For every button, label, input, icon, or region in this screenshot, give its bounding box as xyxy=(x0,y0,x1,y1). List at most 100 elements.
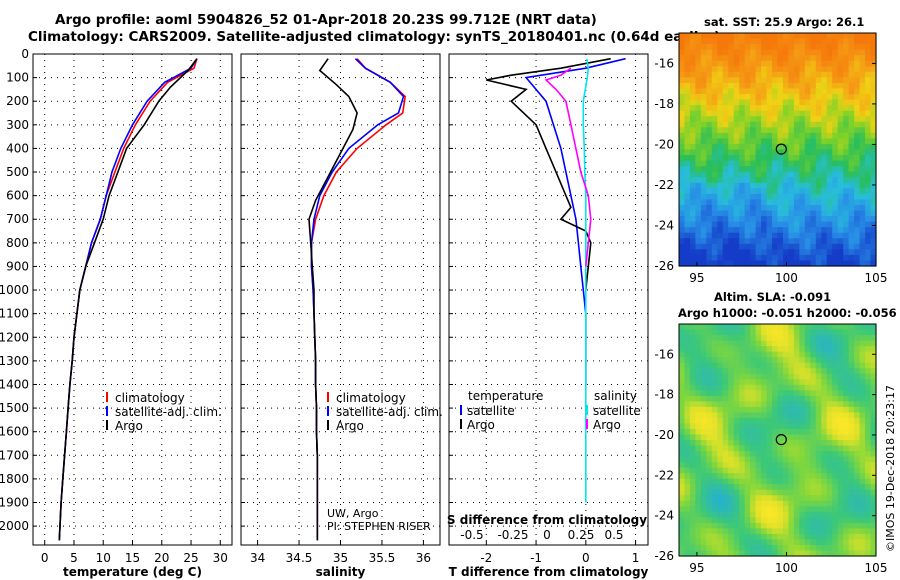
sst-map-xtick-label-1: 100 xyxy=(775,271,798,285)
sla-map-ytick-label-3: -22 xyxy=(654,468,674,482)
sla-map-ytick-label-1: -18 xyxy=(654,388,674,402)
salinity-xtick-label-2: 35 xyxy=(333,551,348,565)
salinity-legend-label-0: climatology xyxy=(336,391,406,405)
difference-xtick-label-0: -2 xyxy=(480,551,492,565)
depth-tick-label-10: 1000 xyxy=(0,283,29,297)
diff-s-axis-label: S difference from climatology xyxy=(447,513,647,527)
depth-tick-label-11: 1100 xyxy=(0,307,29,321)
temperature-series-0 xyxy=(58,58,198,541)
depth-tick-label-3: 300 xyxy=(6,118,29,132)
salinity-annotation-0: UW, Argo xyxy=(327,507,379,520)
sst-map-field xyxy=(679,33,877,267)
temperature-xlabel: temperature (deg C) xyxy=(63,565,202,579)
difference-xtick-label-1: -1 xyxy=(530,551,542,565)
salinity-series-1 xyxy=(310,58,405,541)
sst-map-ytick-label-0: -16 xyxy=(654,56,674,70)
temperature-xtick-label-5: 25 xyxy=(183,551,198,565)
diff-s-tick-label-0: -0.5 xyxy=(460,528,483,542)
diff-s-tick-label-3: 0.25 xyxy=(568,528,595,542)
sst-map-ytick-label-5: -26 xyxy=(654,259,674,273)
temperature-xtick-label-4: 20 xyxy=(154,551,169,565)
depth-tick-label-6: 600 xyxy=(6,189,29,203)
temperature-xtick-label-3: 15 xyxy=(125,551,140,565)
temperature-legend-label-0: climatology xyxy=(115,391,185,405)
diff-s-tick-label-2: 0 xyxy=(543,528,551,542)
sst-map-xtick-label-2: 105 xyxy=(865,271,888,285)
sst-map-ytick-label-2: -20 xyxy=(654,137,674,151)
sst-map-ytick-label-4: -24 xyxy=(654,218,674,232)
sla-map-ytick-label-4: -24 xyxy=(654,509,674,523)
temperature-series-1 xyxy=(58,58,198,541)
diff-legend-label-1: Argo xyxy=(467,418,495,432)
diff-legend-header-salinity: salinity xyxy=(594,389,637,403)
temperature-xtick-label-2: 10 xyxy=(96,551,111,565)
diff-s-tick-label-1: -0.25 xyxy=(497,528,528,542)
salinity-legend-label-1: satellite-adj. clim. xyxy=(336,405,443,419)
depth-tick-label-20: 2000 xyxy=(0,519,29,533)
temperature-legend-label-1: satellite-adj. clim. xyxy=(115,405,222,419)
figure-title-line1: Argo profile: aoml 5904826_52 01-Apr-201… xyxy=(55,12,597,28)
depth-tick-label-1: 100 xyxy=(6,71,29,85)
depth-tick-label-17: 1700 xyxy=(0,448,29,462)
sla-map-subtitle: Argo h1000: -0.051 h2000: -0.056 xyxy=(678,306,897,320)
salinity-xtick-label-4: 36 xyxy=(416,551,431,565)
depth-tick-label-18: 1800 xyxy=(0,472,29,486)
depth-tick-label-14: 1400 xyxy=(0,377,29,391)
sla-map-title: Altim. SLA: -0.091 xyxy=(714,290,832,304)
difference-xtick-label-2: 0 xyxy=(582,551,590,565)
depth-tick-label-7: 700 xyxy=(6,212,29,226)
figure-title-line2: Climatology: CARS2009. Satellite-adjuste… xyxy=(28,29,721,45)
temperature-xtick-label-6: 30 xyxy=(213,551,228,565)
diff-legend-label-3: Argo xyxy=(593,418,621,432)
difference-series-0 xyxy=(524,57,626,385)
sla-map-ytick-label-2: -20 xyxy=(654,428,674,442)
depth-tick-label-15: 1500 xyxy=(0,401,29,415)
depth-tick-label-9: 900 xyxy=(6,259,29,273)
sla-map-xtick-label-2: 105 xyxy=(865,561,888,575)
difference-xtick-label-3: 1 xyxy=(632,551,640,565)
temperature-xtick-label-1: 5 xyxy=(70,551,78,565)
sla-map-field xyxy=(679,324,877,557)
difference-xlabel: T difference from climatology xyxy=(449,565,649,579)
depth-tick-label-5: 500 xyxy=(6,165,29,179)
depth-tick-label-2: 200 xyxy=(6,94,29,108)
sla-map-frame xyxy=(678,323,877,557)
depth-tick-label-13: 1300 xyxy=(0,354,29,368)
temperature-legend-label-2: Argo xyxy=(115,419,143,433)
sla-map-xtick-label-1: 100 xyxy=(775,561,798,575)
depth-tick-label-19: 1900 xyxy=(0,496,29,510)
temperature-xtick-label-0: 0 xyxy=(41,551,49,565)
salinity-annotation-1: PI: STEPHEN RISER xyxy=(327,520,431,533)
diff-legend-label-2: satellite xyxy=(593,404,641,418)
sst-map-title: sat. SST: 25.9 Argo: 26.1 xyxy=(704,15,865,29)
salinity-series-0 xyxy=(310,58,407,541)
depth-tick-label-0: 0 xyxy=(21,47,29,61)
salinity-xtick-label-3: 35.5 xyxy=(369,551,396,565)
salinity-xlabel: salinity xyxy=(316,565,366,579)
sst-map-ytick-label-1: -18 xyxy=(654,97,674,111)
sla-map-float-marker xyxy=(775,433,787,446)
depth-tick-label-4: 400 xyxy=(6,141,29,155)
diff-legend-label-0: satellite xyxy=(467,404,515,418)
difference-series-2 xyxy=(582,58,590,503)
sst-map-xtick-label-0: 95 xyxy=(689,271,704,285)
sst-map-frame xyxy=(678,32,877,267)
sla-map-xtick-label-0: 95 xyxy=(689,561,704,575)
sst-map-float-marker xyxy=(775,143,787,155)
diff-s-tick-label-4: 0.5 xyxy=(604,528,623,542)
difference-series-1 xyxy=(486,57,611,291)
depth-tick-label-8: 800 xyxy=(6,236,29,250)
sla-map-ytick-label-5: -26 xyxy=(654,549,674,563)
salinity-frame xyxy=(240,53,441,546)
salinity-legend-label-2: Argo xyxy=(336,419,364,433)
temperature-series-2 xyxy=(58,58,198,541)
difference-series-3 xyxy=(544,67,592,267)
salinity-series-2 xyxy=(308,58,358,541)
depth-tick-label-16: 1600 xyxy=(0,425,29,439)
salinity-xtick-label-1: 34.5 xyxy=(286,551,313,565)
sla-map-ytick-label-0: -16 xyxy=(654,347,674,361)
salinity-xtick-label-0: 34 xyxy=(250,551,265,565)
depth-tick-label-12: 1200 xyxy=(0,330,29,344)
diff-legend-header-temperature: temperature xyxy=(468,389,543,403)
